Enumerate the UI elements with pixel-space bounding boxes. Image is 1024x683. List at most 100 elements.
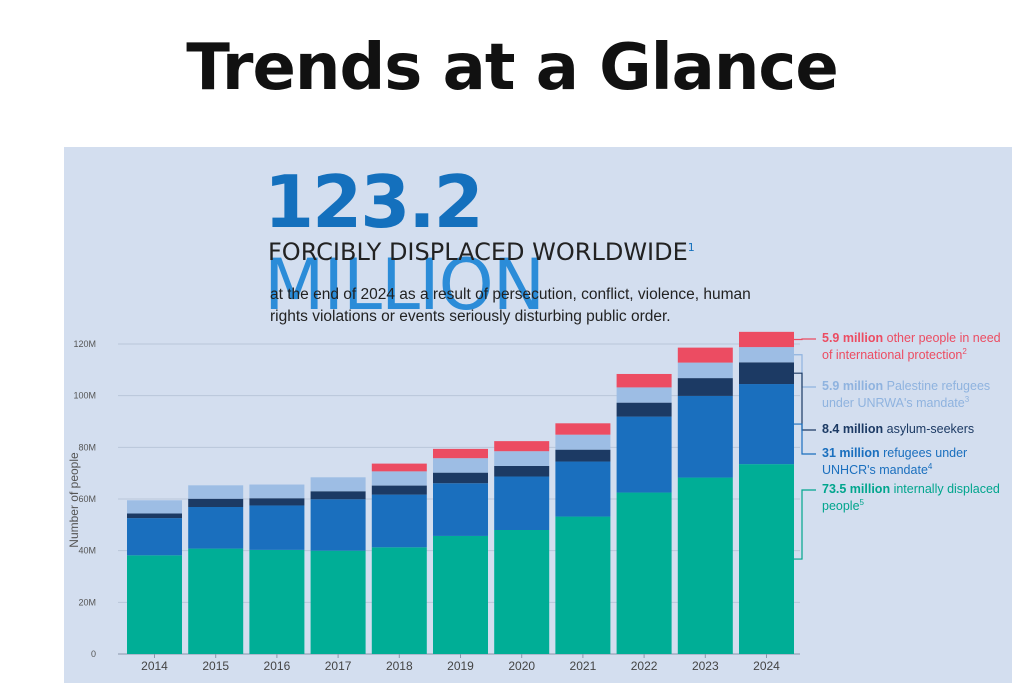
bar-segment-other xyxy=(616,373,672,388)
bar-segment-asylum xyxy=(310,491,366,500)
annotation-text: refugees under UNHCR's mandate xyxy=(822,446,968,478)
annotation-text: other people in need of international pr… xyxy=(822,331,1001,363)
annotation-value: 31 million xyxy=(822,446,880,460)
annotation-connector xyxy=(794,489,816,560)
bar-segment-refugees_unhcr xyxy=(739,384,794,465)
annotation-connector xyxy=(794,372,816,431)
bar-segment-idp xyxy=(188,548,244,654)
bar-segment-asylum xyxy=(127,513,182,519)
bar-segment-idp xyxy=(249,549,305,654)
bar-segment-palestine xyxy=(188,485,244,499)
x-tick-label: 2017 xyxy=(325,659,352,673)
bar-segment-palestine xyxy=(739,347,794,363)
footnote-marker: 3 xyxy=(964,395,970,404)
annotation-value: 5.9 million xyxy=(822,331,884,345)
footnote-marker: 1 xyxy=(687,241,695,254)
bar-segment-refugees_unhcr xyxy=(371,494,427,548)
annotation-idp: 73.5 million internally displaced people… xyxy=(822,482,1012,514)
annotation-value: 5.9 million xyxy=(822,379,884,393)
bar-segment-idp xyxy=(433,535,488,654)
x-tick-label: 2015 xyxy=(202,659,229,673)
x-tick-label: 2020 xyxy=(508,659,535,673)
x-tick-label: 2023 xyxy=(692,659,719,673)
bar-segment-other xyxy=(371,463,427,472)
y-tick-label: 120M xyxy=(73,339,96,349)
footnote-marker: 4 xyxy=(927,462,933,471)
bar-segment-idp xyxy=(371,547,427,654)
y-axis-label: Number of people xyxy=(67,452,81,548)
x-tick-label: 2014 xyxy=(141,659,168,673)
bar-segment-other xyxy=(555,423,611,435)
bar-segment-idp xyxy=(494,530,550,654)
annotation-connector xyxy=(794,423,816,455)
headline-unit: MILLION xyxy=(264,244,545,326)
bar-segment-palestine xyxy=(371,471,427,486)
x-tick-label: 2016 xyxy=(264,659,291,673)
bar-segment-asylum xyxy=(677,378,733,396)
annotation-value: 73.5 million xyxy=(822,482,891,496)
bar-segment-other xyxy=(494,441,550,452)
bar-segment-refugees_unhcr xyxy=(555,461,611,517)
bar-segment-idp xyxy=(555,516,611,654)
annotation-text: Palestine refugees under UNRWA's mandate xyxy=(822,379,991,411)
bar-segment-palestine xyxy=(433,458,488,473)
x-tick-label: 2022 xyxy=(631,659,658,673)
bar-segment-asylum xyxy=(739,362,794,385)
bar-segment-palestine xyxy=(249,484,305,499)
headline-number: 123.2 xyxy=(264,160,484,244)
bar-segment-palestine xyxy=(677,362,733,379)
bar-segment-other xyxy=(433,448,488,459)
bar-segment-refugees_unhcr xyxy=(310,499,366,551)
annotation-palestine: 5.9 million Palestine refugees under UNR… xyxy=(822,379,1012,411)
bar-segment-palestine xyxy=(310,477,366,492)
bar-segment-asylum xyxy=(555,449,611,462)
y-tick-label: 40M xyxy=(78,546,96,556)
x-tick-label: 2021 xyxy=(570,659,597,673)
annotation-text: asylum-seekers xyxy=(883,422,975,436)
page-title: Trends at a Glance xyxy=(186,31,838,105)
bar-segment-idp xyxy=(616,492,672,654)
x-tick-label: 2024 xyxy=(753,659,780,673)
bar-segment-palestine xyxy=(494,451,550,466)
annotation-text: internally displaced people xyxy=(822,482,1000,514)
bar-segment-refugees_unhcr xyxy=(127,518,182,556)
headline-description: at the end of 2024 as a result of persec… xyxy=(270,286,751,325)
headline-subtitle-text: FORCIBLY DISPLACED WORLDWIDE xyxy=(268,238,688,266)
footnote-marker: 2 xyxy=(962,347,967,356)
annotation-asylum: 8.4 million asylum-seekers xyxy=(822,423,1012,436)
y-tick-label: 80M xyxy=(78,442,96,452)
x-tick-label: 2018 xyxy=(386,659,413,673)
bar-segment-palestine xyxy=(127,500,182,514)
bar-segment-refugees_unhcr xyxy=(433,483,488,536)
bar-segment-idp xyxy=(127,555,182,654)
bar-segment-refugees_unhcr xyxy=(494,476,550,530)
bar-segment-asylum xyxy=(616,402,672,417)
bar-segment-other xyxy=(677,347,733,363)
y-tick-label: 20M xyxy=(78,597,96,607)
y-tick-label: 100M xyxy=(73,391,96,401)
annotation-connector xyxy=(794,354,816,388)
bar-segment-refugees_unhcr xyxy=(188,507,244,549)
bar-segment-other xyxy=(739,331,794,348)
annotation-refugees_unhcr: 31 million refugees under UNHCR's mandat… xyxy=(822,446,1012,478)
bar-segment-asylum xyxy=(494,465,550,477)
annotation-value: 8.4 million xyxy=(822,422,884,436)
bar-segment-asylum xyxy=(371,485,427,495)
bar-segment-asylum xyxy=(188,498,244,508)
footnote-marker: 5 xyxy=(859,498,864,507)
bar-segment-idp xyxy=(739,464,794,654)
x-tick-label: 2019 xyxy=(447,659,474,673)
bar-segment-refugees_unhcr xyxy=(616,416,672,493)
bar-segment-refugees_unhcr xyxy=(677,395,733,478)
headline-subtitle: FORCIBLY DISPLACED WORLDWIDE1 xyxy=(268,238,695,266)
bar-segment-asylum xyxy=(249,498,305,506)
bar-segment-palestine xyxy=(555,434,611,450)
bar-segment-idp xyxy=(677,477,733,654)
bar-segment-asylum xyxy=(433,472,488,484)
bar-segment-refugees_unhcr xyxy=(249,505,305,550)
annotation-other: 5.9 million other people in need of inte… xyxy=(822,331,1012,363)
bar-segment-idp xyxy=(310,550,366,654)
headline: 123.2 MILLION xyxy=(264,160,764,326)
bar-segment-palestine xyxy=(616,387,672,403)
